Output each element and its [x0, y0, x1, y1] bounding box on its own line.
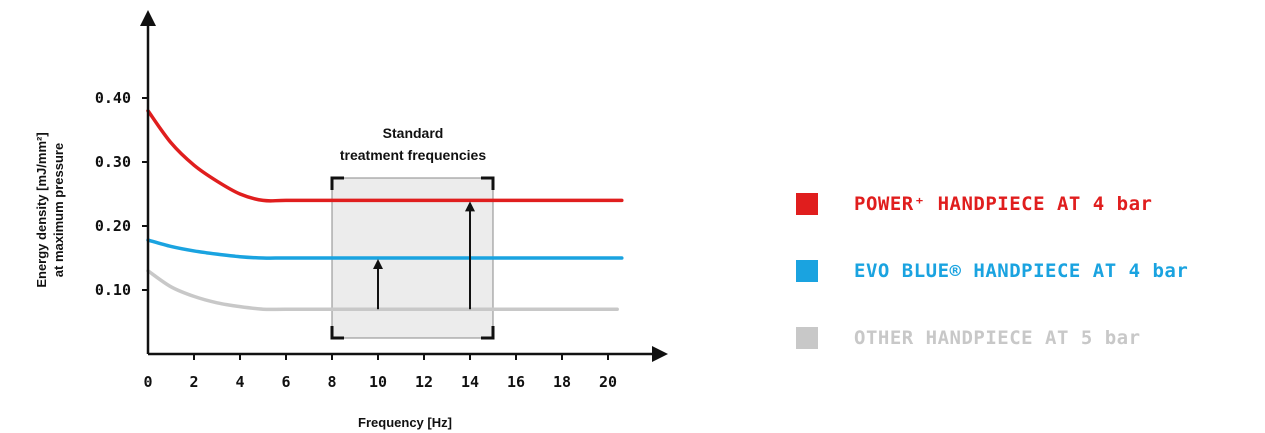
x-tick-label: 10: [369, 373, 387, 391]
legend-swatch-evo-blue: [796, 260, 818, 282]
legend: POWER⁺ HANDPIECE AT 4 bar EVO BLUE® HAND…: [796, 186, 1188, 387]
y-tick-label: 0.40: [95, 89, 131, 107]
legend-label-other: OTHER HANDPIECE AT 5 bar: [854, 327, 1141, 349]
legend-item-other: OTHER HANDPIECE AT 5 bar: [796, 320, 1188, 356]
corner-bottom-right: [481, 326, 495, 340]
x-tick-label: 0: [143, 373, 152, 391]
series-line-1: [146, 238, 624, 260]
x-tick-label: 20: [599, 373, 617, 391]
series-line-0: [146, 109, 624, 203]
x-axis-arrow-icon: [652, 346, 668, 362]
legend-item-evo-blue: EVO BLUE® HANDPIECE AT 4 bar: [796, 253, 1188, 289]
y-axis-arrow-icon: [140, 10, 156, 26]
corner-top-right: [481, 176, 495, 190]
x-tick-label: 14: [461, 373, 479, 391]
x-tick-label: 16: [507, 373, 525, 391]
annotation-line-1: Standard: [383, 125, 444, 141]
x-tick-label: 18: [553, 373, 571, 391]
corner-bottom-left: [330, 326, 344, 340]
x-tick-label: 6: [281, 373, 290, 391]
y-tick-label: 0.10: [95, 281, 131, 299]
x-axis-title: Frequency [Hz]: [358, 415, 452, 430]
legend-item-power: POWER⁺ HANDPIECE AT 4 bar: [796, 186, 1188, 222]
legend-label-evo-blue: EVO BLUE® HANDPIECE AT 4 bar: [854, 260, 1189, 282]
y-axis-title-line-2: at maximum pressure: [51, 143, 66, 277]
series-line-2: [146, 269, 619, 312]
y-axis-title-line-1: Energy density [mJ/mm²]: [34, 132, 49, 287]
legend-swatch-power: [796, 193, 818, 215]
x-tick-label: 2: [189, 373, 198, 391]
y-tick-label: 0.20: [95, 217, 131, 235]
legend-label-power: POWER⁺ HANDPIECE AT 4 bar: [854, 193, 1153, 215]
y-tick-label: 0.30: [95, 153, 131, 171]
x-tick-label: 12: [415, 373, 433, 391]
x-tick-label: 4: [235, 373, 244, 391]
x-tick-label: 8: [327, 373, 336, 391]
annotation-line-2: treatment frequencies: [340, 147, 486, 163]
corner-top-left: [330, 176, 344, 190]
legend-swatch-other: [796, 327, 818, 349]
